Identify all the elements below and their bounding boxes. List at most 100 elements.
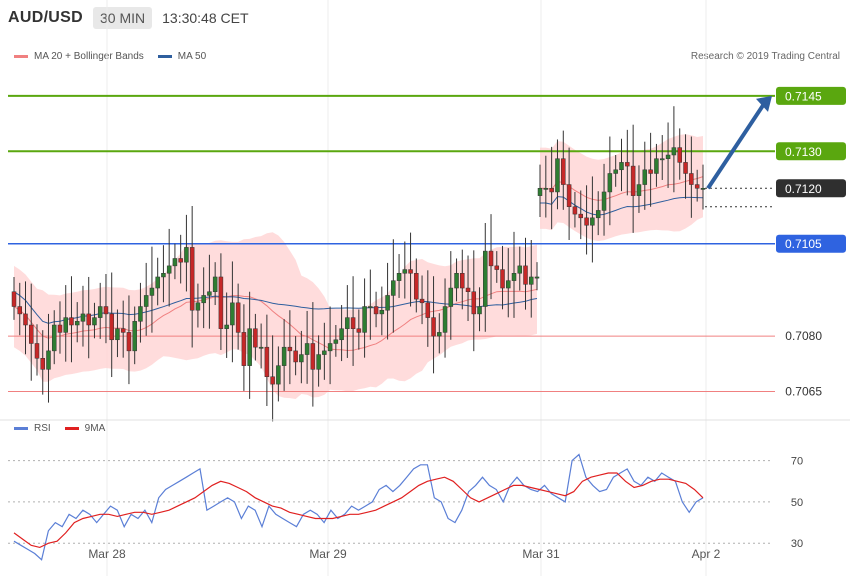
candle-body xyxy=(11,291,17,307)
candle-body xyxy=(304,343,310,355)
candle-body xyxy=(368,306,373,308)
candle-body xyxy=(92,317,97,326)
candle-body xyxy=(23,313,28,326)
candle-body xyxy=(293,350,298,363)
candle-body xyxy=(465,287,471,292)
candle-body xyxy=(212,276,218,292)
candle-body xyxy=(549,188,554,193)
candle-body xyxy=(442,306,448,333)
level-label-2: 0.7120 xyxy=(785,182,822,196)
timeframe-button[interactable]: 30 MIN xyxy=(93,7,153,29)
candle-body xyxy=(189,247,195,311)
candle-body xyxy=(97,306,103,318)
level-label-1: 0.7130 xyxy=(785,145,822,159)
candle-body xyxy=(414,273,419,300)
candle-body xyxy=(630,165,636,196)
candle-body xyxy=(636,184,642,196)
x-tick-label-0: Mar 28 xyxy=(88,547,126,561)
candle-body xyxy=(537,188,543,196)
candle-body xyxy=(601,191,607,211)
forecast-arrow-line xyxy=(706,102,766,190)
candle-body xyxy=(287,346,293,352)
candle-body xyxy=(613,169,618,174)
candle-body xyxy=(310,343,316,370)
symbol-label: AUD/USD xyxy=(8,9,83,26)
candle-body xyxy=(648,169,653,174)
candle-body xyxy=(345,317,350,329)
candle-body xyxy=(247,328,252,366)
candle-body xyxy=(665,154,671,159)
copyright-text: Research © 2019 Trading Central xyxy=(690,51,840,62)
candle-body xyxy=(454,273,459,289)
candle-body xyxy=(555,158,560,193)
candle-body xyxy=(258,346,264,349)
candle-body xyxy=(572,206,578,215)
candle-body xyxy=(224,324,229,329)
candle-body xyxy=(671,147,677,156)
candle-body xyxy=(494,265,500,270)
candle-body xyxy=(161,273,166,278)
candle-body xyxy=(184,247,189,263)
candle-body xyxy=(700,188,706,190)
ma9-swatch-icon xyxy=(64,427,79,430)
rsi-swatch-icon xyxy=(14,427,28,430)
candle-body xyxy=(425,302,431,318)
x-tick-label-3: Apr 2 xyxy=(692,547,721,561)
candle-body xyxy=(230,302,235,326)
candle-body xyxy=(241,332,247,366)
candle-body xyxy=(500,269,505,289)
price-legend: MA 20 + Bollinger Bands MA 50 xyxy=(14,51,206,62)
candle-body xyxy=(488,250,494,267)
candle-body xyxy=(595,210,601,219)
candle-body xyxy=(683,162,688,174)
candle-body xyxy=(460,273,465,289)
rsi-line xyxy=(13,453,704,561)
candle-body xyxy=(625,162,630,167)
candle-body xyxy=(523,265,528,285)
candle-body xyxy=(448,287,454,307)
clock-label: 13:30:48 CET xyxy=(162,10,249,26)
candle-body xyxy=(46,350,51,370)
candle-body xyxy=(316,354,321,370)
candle-body xyxy=(566,184,572,207)
candle-body xyxy=(195,302,201,311)
candle-body xyxy=(333,339,339,344)
candle-body xyxy=(391,280,396,296)
level-label-3: 0.7105 xyxy=(785,237,822,251)
candle-body xyxy=(322,350,327,355)
candle-body xyxy=(373,306,379,315)
rsi-tick-label-2: 30 xyxy=(791,538,803,550)
candle-body xyxy=(327,343,333,352)
candle-body xyxy=(172,258,178,267)
candle-body xyxy=(28,324,34,344)
candle-body xyxy=(103,306,109,315)
candle-body xyxy=(51,324,57,352)
candle-body xyxy=(590,217,595,226)
candle-body xyxy=(689,173,694,185)
legend-ma20-label: MA 20 + Bollinger Bands xyxy=(34,51,144,62)
candle-body xyxy=(155,276,160,289)
legend-rsi-label: RSI xyxy=(34,423,51,434)
x-tick-label-1: Mar 29 xyxy=(309,547,347,561)
candle-body xyxy=(379,309,385,315)
candle-body xyxy=(677,147,682,163)
candle-body xyxy=(264,346,270,377)
candle-body xyxy=(402,269,408,274)
candle-body xyxy=(339,328,344,341)
candle-body xyxy=(276,365,281,385)
candle-body xyxy=(120,328,126,333)
candle-body xyxy=(143,295,149,307)
candle-body xyxy=(178,258,183,263)
candle-body xyxy=(642,169,648,185)
candle-body xyxy=(529,276,534,285)
candle-body xyxy=(477,306,482,315)
candle-body xyxy=(86,313,91,326)
candle-body xyxy=(362,306,367,333)
candle-body xyxy=(138,306,143,322)
candle-body xyxy=(694,184,700,189)
rsi-legend: RSI 9MA xyxy=(14,423,105,434)
candle-body xyxy=(126,332,132,352)
candle-body xyxy=(34,343,40,359)
rsi-9ma-line xyxy=(13,472,704,549)
level-tag-1 xyxy=(776,142,846,161)
